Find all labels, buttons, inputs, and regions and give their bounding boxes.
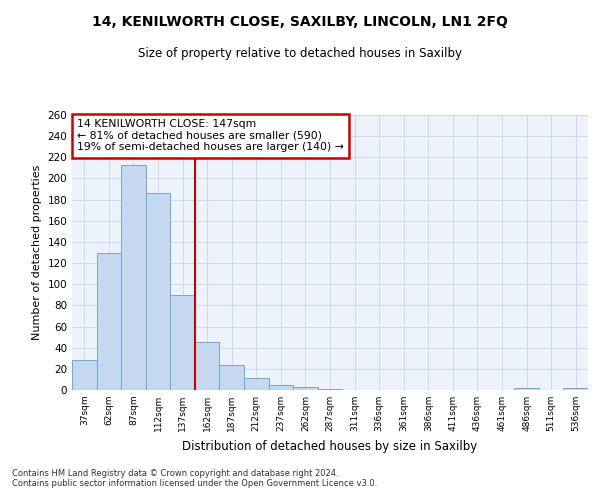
Bar bbox=[244, 378, 269, 390]
Bar bbox=[170, 295, 195, 390]
Bar bbox=[220, 364, 244, 390]
Bar bbox=[72, 360, 97, 390]
Bar bbox=[97, 252, 121, 390]
Text: 14, KENILWORTH CLOSE, SAXILBY, LINCOLN, LN1 2FQ: 14, KENILWORTH CLOSE, SAXILBY, LINCOLN, … bbox=[92, 15, 508, 29]
Bar bbox=[514, 388, 539, 390]
Bar bbox=[293, 387, 318, 390]
Bar bbox=[146, 194, 170, 390]
Text: 14 KENILWORTH CLOSE: 147sqm
← 81% of detached houses are smaller (590)
19% of se: 14 KENILWORTH CLOSE: 147sqm ← 81% of det… bbox=[77, 119, 344, 152]
Bar bbox=[121, 164, 146, 390]
Y-axis label: Number of detached properties: Number of detached properties bbox=[32, 165, 42, 340]
Bar bbox=[269, 384, 293, 390]
Text: Contains public sector information licensed under the Open Government Licence v3: Contains public sector information licen… bbox=[12, 479, 377, 488]
Bar bbox=[195, 342, 220, 390]
Text: Size of property relative to detached houses in Saxilby: Size of property relative to detached ho… bbox=[138, 48, 462, 60]
X-axis label: Distribution of detached houses by size in Saxilby: Distribution of detached houses by size … bbox=[182, 440, 478, 452]
Bar bbox=[318, 389, 342, 390]
Text: Contains HM Land Registry data © Crown copyright and database right 2024.: Contains HM Land Registry data © Crown c… bbox=[12, 469, 338, 478]
Bar bbox=[563, 388, 588, 390]
